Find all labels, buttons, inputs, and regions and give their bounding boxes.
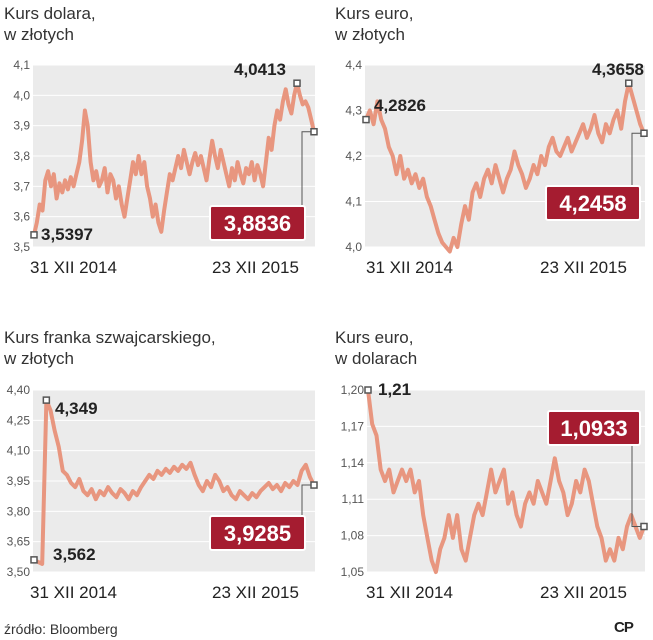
- last-value-leader: [631, 132, 644, 186]
- y-tick-label: 3,6: [13, 210, 30, 224]
- max-marker: [625, 79, 633, 87]
- y-tick-label: 3,7: [13, 179, 30, 193]
- y-tick-label: 1,08: [341, 529, 365, 543]
- y-tick-label: 3,50: [7, 565, 31, 579]
- last-value-label: 1,0933: [560, 416, 627, 441]
- last-value-box: [545, 185, 641, 221]
- last-value-box: [547, 410, 641, 446]
- start-marker: [30, 556, 38, 564]
- y-tick-label: 4,3: [345, 104, 362, 118]
- y-tick-label: 3,95: [7, 474, 31, 488]
- x-axis-label: 23 XII 2015: [212, 258, 299, 277]
- last-value-label: 3,9285: [224, 521, 291, 546]
- start-value-label: 1,21: [378, 380, 411, 399]
- y-tick-label: 4,2: [345, 149, 362, 163]
- y-tick-label: 3,5: [13, 240, 30, 254]
- y-tick-label: 4,4: [345, 58, 362, 72]
- x-axis-label: 23 XII 2015: [212, 583, 299, 602]
- x-axis-label: 31 XII 2014: [366, 258, 453, 277]
- y-tick-label: 1,17: [341, 419, 365, 433]
- last-value-label: 3,8836: [224, 211, 291, 236]
- x-axis-label: 31 XII 2014: [30, 583, 117, 602]
- last-value-leader: [631, 445, 644, 527]
- x-axis-label: 23 XII 2015: [540, 258, 627, 277]
- last-marker: [310, 127, 318, 136]
- chart-chf-pln: 3,50 3,65 3,80 3,95 4,10 4,25 4,40 31 XII 2014 2…: [7, 383, 318, 602]
- max-marker: [293, 79, 301, 87]
- y-tick-label: 3,9: [13, 119, 30, 133]
- max-value-label: 4,349: [55, 399, 98, 418]
- y-tick-label: 1,20: [341, 383, 365, 397]
- last-value-box: [209, 515, 306, 551]
- data-line: [32, 81, 316, 237]
- last-marker: [640, 129, 648, 137]
- logo: CP: [614, 619, 634, 636]
- start-value-label: 3,562: [53, 545, 96, 564]
- last-value-leader: [301, 131, 314, 206]
- data-line: [32, 398, 316, 566]
- start-value-label: 3,5397: [41, 225, 93, 244]
- last-marker: [310, 481, 318, 489]
- x-axis-label: 31 XII 2014: [30, 258, 117, 277]
- start-value-label: 4,2826: [374, 96, 426, 115]
- y-tick-label: 4,0: [13, 88, 30, 102]
- chart-eur-usd: 1,05 1,08 1,11 1,14 1,17 1,20 31 XII 2014 23 XI…: [341, 380, 648, 602]
- last-marker: [640, 522, 648, 531]
- data-line: [366, 388, 646, 574]
- y-tick-label: 1,14: [341, 456, 365, 470]
- source-note: źródło: Bloomberg: [4, 621, 118, 637]
- y-tick-label: 4,25: [7, 413, 31, 427]
- data-line: [364, 81, 646, 254]
- x-axis-label: 31 XII 2014: [366, 583, 453, 602]
- y-tick-label: 4,40: [7, 383, 31, 397]
- max-value-label: 4,0413: [234, 60, 286, 79]
- y-tick-label: 4,0: [345, 240, 362, 254]
- last-value-label: 4,2458: [559, 191, 626, 216]
- chart-eur-pln: 4,0 4,1 4,2 4,3 4,4 31 XII 2014 23 XII 2015 4,2…: [345, 58, 648, 277]
- start-marker: [362, 115, 370, 124]
- chart-title-usd-pln: Kurs dolara, w złotych: [4, 4, 96, 44]
- max-value-label: 4,3658: [592, 60, 644, 79]
- chart-title-eur-usd: Kurs euro, w dolarach: [335, 328, 418, 368]
- chart-title-eur-pln: Kurs euro, w złotych: [335, 4, 414, 44]
- x-axis-label: 23 XII 2015: [540, 583, 627, 602]
- start-marker: [30, 231, 38, 239]
- start-marker: [364, 386, 372, 394]
- y-tick-label: 4,10: [7, 444, 31, 458]
- y-tick-label: 1,11: [342, 492, 365, 506]
- y-tick-label: 4,1: [13, 58, 30, 72]
- y-tick-label: 1,05: [341, 565, 365, 579]
- y-tick-label: 3,65: [7, 535, 31, 549]
- y-tick-label: 3,8: [13, 149, 30, 163]
- last-value-box: [209, 205, 306, 241]
- chart-title-chf-pln: Kurs franka szwajcarskiego, w złotych: [4, 328, 216, 368]
- last-value-leader: [301, 484, 314, 516]
- y-tick-label: 3,80: [7, 504, 31, 518]
- y-tick-label: 4,1: [345, 195, 362, 209]
- chart-usd-pln: 3,5 3,6 3,7 3,8 3,9 4,0 4,1 31 XII 2014 23 XII 2…: [13, 58, 318, 277]
- max-marker: [42, 396, 51, 404]
